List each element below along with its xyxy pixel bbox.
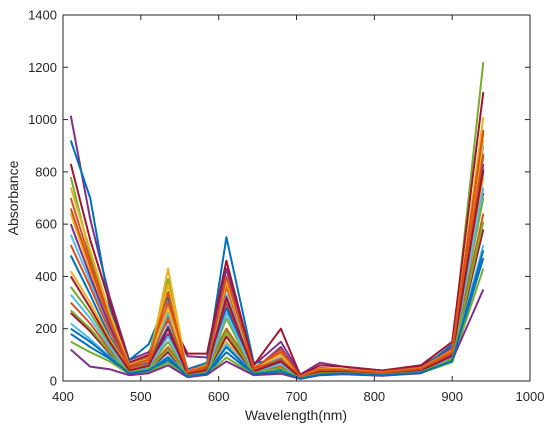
y-tick-label: 1400 — [28, 8, 57, 23]
y-tick-label: 600 — [35, 217, 57, 232]
series-line-4 — [69, 91, 485, 377]
series-line-24 — [69, 129, 485, 378]
x-axis-label: Wavelength(nm) — [245, 407, 347, 423]
y-axis-label: Absorbance — [5, 160, 21, 235]
y-tick-label: 800 — [35, 164, 57, 179]
x-tick-label: 700 — [286, 389, 308, 404]
x-tick-label: 900 — [441, 389, 463, 404]
series-layer — [69, 61, 485, 380]
x-tick-label: 1000 — [516, 389, 545, 404]
x-tick-label: 500 — [130, 389, 152, 404]
y-tick-label: 1000 — [28, 112, 57, 127]
y-tick-label: 0 — [50, 374, 57, 389]
y-tick-label: 400 — [35, 269, 57, 284]
x-tick-label: 600 — [208, 389, 230, 404]
plot-area-background — [63, 15, 530, 381]
series-line-23 — [70, 250, 485, 380]
y-axis-ticks: 0 200 400 600 800 1000 1200 1400 — [28, 8, 530, 389]
y-tick-label: 1200 — [28, 60, 57, 75]
x-axis-ticks: 400 500 600 700 800 900 1000 — [52, 15, 544, 404]
x-tick-label: 400 — [52, 389, 74, 404]
y-tick-label: 200 — [35, 321, 57, 336]
x-tick-label: 800 — [363, 389, 385, 404]
